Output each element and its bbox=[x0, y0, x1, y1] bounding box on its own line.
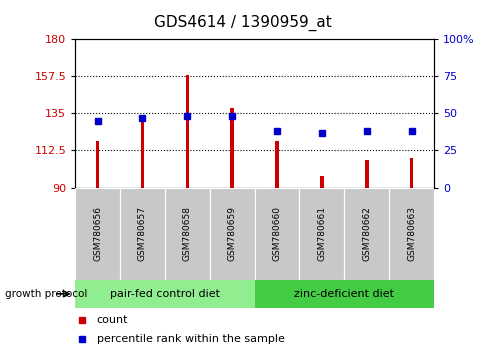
Text: count: count bbox=[96, 315, 128, 325]
Text: GSM780662: GSM780662 bbox=[362, 206, 371, 261]
Text: pair-fed control diet: pair-fed control diet bbox=[110, 289, 219, 299]
Bar bbox=[364, 160, 368, 188]
Bar bbox=[388, 188, 433, 280]
Text: growth protocol: growth protocol bbox=[5, 289, 87, 299]
Bar bbox=[299, 188, 344, 280]
Bar bbox=[120, 188, 165, 280]
Bar bbox=[275, 141, 278, 188]
Bar bbox=[230, 108, 233, 188]
Bar bbox=[75, 188, 120, 280]
Text: GSM780656: GSM780656 bbox=[93, 206, 102, 261]
Text: GDS4614 / 1390959_at: GDS4614 / 1390959_at bbox=[153, 15, 331, 31]
Bar bbox=[185, 75, 189, 188]
Bar bbox=[96, 141, 99, 188]
Text: GSM780659: GSM780659 bbox=[227, 206, 236, 261]
Bar bbox=[409, 158, 412, 188]
Text: GSM780657: GSM780657 bbox=[137, 206, 147, 261]
Text: GSM780660: GSM780660 bbox=[272, 206, 281, 261]
Text: zinc-deficient diet: zinc-deficient diet bbox=[294, 289, 393, 299]
Text: percentile rank within the sample: percentile rank within the sample bbox=[96, 333, 284, 344]
Text: GSM780658: GSM780658 bbox=[182, 206, 192, 261]
Bar bbox=[319, 176, 323, 188]
Text: GSM780663: GSM780663 bbox=[406, 206, 415, 261]
Bar bbox=[140, 116, 144, 188]
Bar bbox=[344, 188, 388, 280]
Bar bbox=[254, 188, 299, 280]
Bar bbox=[165, 188, 209, 280]
Text: GSM780661: GSM780661 bbox=[317, 206, 326, 261]
Bar bbox=[75, 280, 254, 308]
Bar bbox=[254, 280, 433, 308]
Bar bbox=[209, 188, 254, 280]
